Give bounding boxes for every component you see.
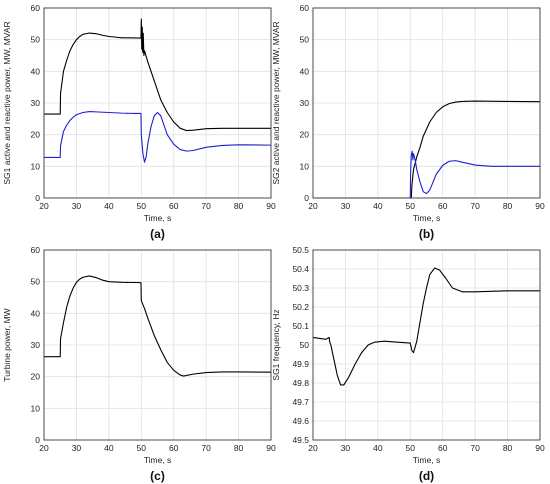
x-axis-label: Time, s: [413, 213, 441, 223]
y-axis-label: Turbine power, MW: [2, 308, 12, 381]
x-tick-label: 90: [266, 443, 276, 453]
panel-label: (c): [150, 469, 165, 483]
x-tick-label: 30: [72, 443, 82, 453]
y-tick-label: 50.3: [292, 283, 309, 293]
y-tick-label: 50: [300, 35, 310, 45]
x-tick-label: 30: [72, 201, 82, 211]
x-tick-label: 60: [169, 443, 179, 453]
y-tick-label: 40: [300, 66, 310, 76]
panel-4: 20 30 40 50 60 70 80 90 49.5 49.6 49.7 49.8 49.9 50 50…: [271, 245, 545, 483]
y-tick-label: 49.9: [292, 359, 309, 369]
x-tick-label: 80: [503, 201, 513, 211]
plot-frame: [43, 7, 272, 199]
x-tick-label: 30: [341, 443, 351, 453]
x-tick-label: 40: [104, 201, 114, 211]
panel-label: (b): [419, 227, 434, 241]
y-axis-label: SG1 active and reactive power, MW, MVAR: [2, 21, 12, 184]
panel-label: (d): [419, 469, 434, 483]
y-tick-label: 49.8: [292, 378, 309, 388]
y-tick-label: 49.6: [292, 416, 309, 426]
y-tick-label: 60: [300, 3, 310, 13]
series-line-2: [44, 111, 272, 163]
x-tick-label: 50: [406, 201, 416, 211]
plot-frame: [312, 7, 541, 199]
y-tick-label: 50: [31, 277, 41, 287]
y-tick-label: 20: [31, 372, 41, 382]
y-tick-label: 0: [304, 193, 309, 203]
x-axis-label: Time, s: [413, 455, 441, 465]
y-tick-label: 20: [300, 130, 310, 140]
y-tick-label: 49.5: [292, 435, 309, 445]
x-tick-label: 30: [341, 201, 351, 211]
series-line-1: [44, 18, 271, 132]
y-tick-label: 0: [35, 193, 40, 203]
x-tick-label: 20: [39, 201, 49, 211]
y-tick-label: 10: [300, 161, 310, 171]
x-tick-label: 90: [535, 443, 545, 453]
y-tick-label: 30: [31, 98, 41, 108]
x-tick-label: 90: [266, 201, 276, 211]
x-tick-label: 40: [373, 201, 383, 211]
y-tick-label: 50.4: [292, 264, 309, 274]
y-tick-label: 49.7: [292, 397, 309, 407]
y-tick-label: 60: [31, 245, 41, 255]
x-tick-label: 50: [406, 443, 416, 453]
panel-label: (a): [150, 227, 165, 241]
plot-frame: [312, 249, 541, 441]
y-tick-label: 50: [300, 340, 310, 350]
y-tick-label: 50.2: [292, 302, 309, 312]
x-tick-label: 70: [470, 201, 480, 211]
x-tick-label: 40: [104, 443, 114, 453]
plot-frame: [43, 249, 272, 441]
x-tick-label: 70: [201, 443, 211, 453]
panel-1: 20 30 40 50 60 70 80 90 0 10 20 30 40 50 60 Time, s SG1 …: [2, 3, 276, 241]
y-axis-label: SG1 frequency, Hz: [271, 309, 281, 380]
x-tick-label: 40: [373, 443, 383, 453]
y-tick-label: 50.5: [292, 245, 309, 255]
x-tick-label: 50: [137, 443, 147, 453]
x-tick-label: 60: [438, 201, 448, 211]
y-tick-label: 40: [31, 66, 41, 76]
x-axis-label: Time, s: [144, 455, 172, 465]
y-tick-label: 0: [35, 435, 40, 445]
y-axis-label: SG2 active and reactive power, MW, MVAR: [271, 21, 281, 184]
series-line-2: [313, 150, 540, 199]
series-line-1: [313, 100, 541, 199]
x-tick-label: 90: [535, 201, 545, 211]
x-tick-label: 80: [503, 443, 513, 453]
y-tick-label: 30: [31, 340, 41, 350]
panel-2: 20 30 40 50 60 70 80 90 0 10 20 30 40 50 60 Time, s SG2 …: [271, 3, 545, 241]
x-tick-label: 70: [470, 443, 480, 453]
x-tick-label: 80: [234, 443, 244, 453]
series-line-1: [312, 267, 540, 386]
series-line-1: [44, 275, 272, 377]
y-tick-label: 20: [31, 130, 41, 140]
y-tick-label: 10: [31, 161, 41, 171]
x-tick-label: 20: [308, 201, 318, 211]
y-tick-label: 10: [31, 403, 41, 413]
x-tick-label: 60: [438, 443, 448, 453]
panel-3: 20 30 40 50 60 70 80 90 0 10 20 30 40 50 60 Time, s Turb…: [2, 245, 276, 483]
y-tick-label: 50.1: [292, 321, 309, 331]
y-tick-label: 60: [31, 3, 41, 13]
x-tick-label: 50: [137, 201, 147, 211]
x-tick-label: 80: [234, 201, 244, 211]
x-tick-label: 20: [39, 443, 49, 453]
y-tick-label: 30: [300, 98, 310, 108]
y-tick-label: 50: [31, 35, 41, 45]
x-tick-label: 20: [308, 443, 318, 453]
x-tick-label: 60: [169, 201, 179, 211]
y-tick-label: 40: [31, 308, 41, 318]
x-axis-label: Time, s: [144, 213, 172, 223]
x-tick-label: 70: [201, 201, 211, 211]
